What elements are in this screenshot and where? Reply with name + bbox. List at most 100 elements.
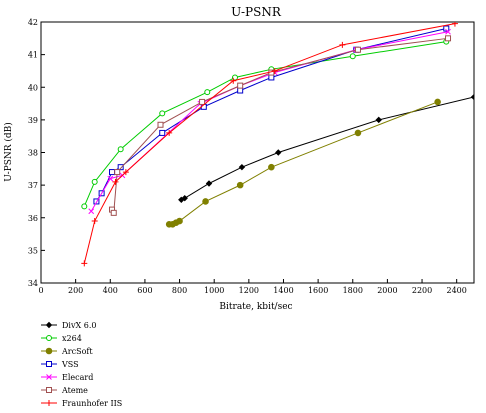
data-point (117, 164, 124, 171)
x-tick-label: 1800 (343, 286, 363, 295)
legend-marker (46, 335, 52, 341)
legend-item: VSS (41, 360, 79, 369)
data-point (445, 28, 451, 35)
y-axis-title: U-PSNR (dB) (3, 122, 14, 182)
series-line (181, 96, 474, 201)
legend-marker (46, 374, 52, 380)
series-ateme (109, 35, 452, 216)
y-tick-label: 40 (28, 83, 38, 92)
data-point (91, 218, 98, 225)
data-point (159, 110, 166, 117)
data-point (81, 203, 88, 210)
data-point (271, 67, 278, 74)
series-line (169, 101, 438, 225)
data-point (230, 77, 237, 84)
y-tick-label: 39 (28, 116, 38, 125)
data-point (202, 198, 209, 205)
y-tick-label: 38 (28, 149, 38, 158)
data-series (81, 22, 474, 267)
legend-item: DivX 6.0 (41, 321, 96, 330)
legend-label: Ateme (61, 386, 88, 395)
data-point (451, 22, 458, 27)
legend-label: x264 (62, 334, 82, 343)
data-point (91, 178, 98, 185)
plot-area-frame (40, 21, 475, 284)
data-point (238, 163, 246, 171)
data-point (176, 217, 183, 225)
legend-item: Fraunhofer IIS (41, 399, 122, 408)
data-point (122, 169, 129, 176)
data-point (157, 121, 164, 128)
legend-marker (46, 387, 52, 393)
x-tick-label: 0 (38, 286, 43, 295)
series-elecard (88, 28, 451, 215)
data-point (114, 169, 121, 176)
series-line (90, 31, 449, 212)
x-tick-label: 2200 (412, 286, 432, 295)
y-tick-label: 42 (28, 18, 38, 27)
data-point (112, 178, 119, 185)
x-tick-label: 200 (68, 286, 83, 295)
data-point (354, 129, 362, 137)
data-point (339, 41, 346, 48)
x-tick-label: 800 (172, 286, 187, 295)
axis-ticks: 0 200 400 600 800 1000 1200 1400 1600 1800 2000 220… (28, 18, 467, 295)
data-point (159, 129, 166, 136)
x-tick-label: 1000 (204, 286, 224, 295)
data-point (236, 181, 244, 189)
data-point (375, 116, 382, 124)
data-point (354, 46, 361, 53)
data-point (107, 175, 114, 182)
x-tick-label: 1600 (308, 286, 328, 295)
data-point (349, 53, 356, 60)
series-arcsoft (165, 98, 441, 228)
data-point (199, 98, 206, 105)
x-tick-label: 600 (137, 286, 152, 295)
data-point (237, 87, 244, 94)
data-point (445, 35, 452, 42)
legend-item: Elecard (41, 373, 93, 382)
legend-item: ArcSoft (41, 347, 93, 356)
x-tick-label: 400 (103, 286, 118, 295)
legend-marker (45, 347, 53, 355)
data-point (237, 82, 244, 89)
legend-marker (45, 321, 53, 329)
series-divx-6-0 (178, 93, 474, 204)
y-tick-label: 34 (28, 279, 38, 288)
legend-label: Elecard (62, 373, 93, 382)
x-tick-label: 2400 (447, 286, 467, 295)
data-point (275, 149, 282, 156)
data-point (205, 180, 213, 187)
series-fraunhofer-iis (81, 22, 458, 267)
x-tick-label: 1200 (239, 286, 259, 295)
series-line (96, 28, 447, 202)
data-point (204, 89, 211, 96)
data-point (443, 25, 450, 32)
legend-label: DivX 6.0 (62, 321, 96, 330)
data-point (434, 98, 441, 106)
legend: DivX 6.0 x264 ArcSoft VSS Elecard Ateme Fraunh… (41, 321, 122, 408)
y-tick-label: 41 (28, 51, 38, 60)
data-point (109, 169, 116, 176)
legend-label: ArcSoft (61, 347, 93, 356)
data-point (166, 129, 173, 136)
legend-marker (46, 400, 52, 406)
x-tick-label: 1400 (273, 286, 293, 295)
legend-item: Ateme (41, 386, 88, 395)
chart-title: U-PSNR (231, 5, 282, 19)
data-point (81, 260, 88, 267)
data-point (88, 208, 95, 215)
data-point (268, 163, 275, 171)
series-line (83, 23, 456, 264)
legend-marker (46, 361, 52, 367)
data-point (470, 93, 474, 101)
y-tick-label: 35 (28, 246, 38, 255)
data-point (110, 209, 117, 216)
x-axis-title: Bitrate, kbit/sec (219, 302, 292, 312)
y-tick-label: 37 (28, 181, 38, 190)
data-point (268, 74, 275, 81)
legend-label: VSS (61, 360, 79, 369)
legend-label: Fraunhofer IIS (62, 399, 122, 408)
x-tick-label: 2000 (377, 286, 397, 295)
